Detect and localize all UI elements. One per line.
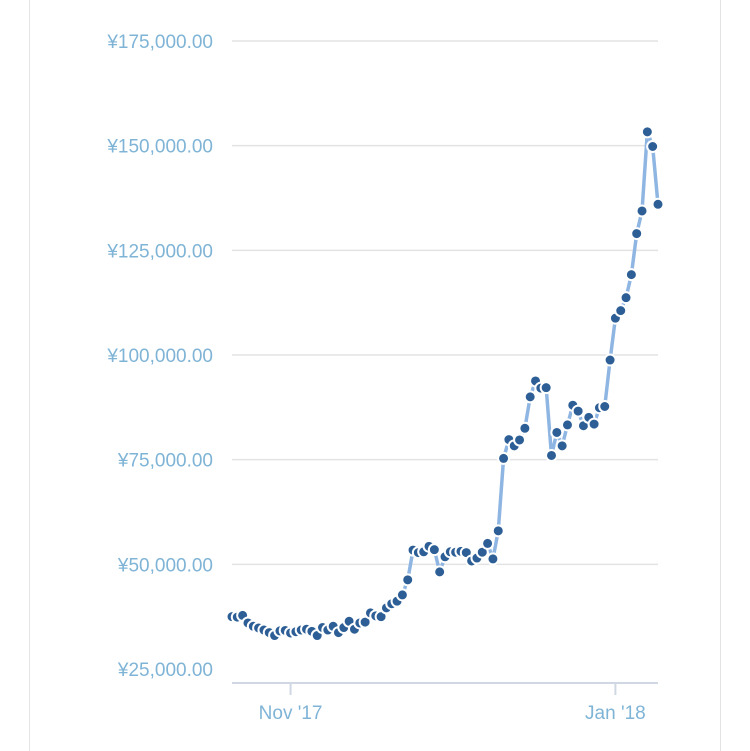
- data-point[interactable]: [427, 543, 441, 557]
- data-point[interactable]: [635, 204, 649, 218]
- data-point[interactable]: [518, 421, 532, 435]
- data-point[interactable]: [640, 125, 654, 139]
- data-point[interactable]: [587, 417, 601, 431]
- x-tick-label: Nov '17: [259, 703, 323, 724]
- data-point[interactable]: [539, 381, 553, 395]
- data-point[interactable]: [555, 439, 569, 453]
- data-point[interactable]: [401, 573, 415, 587]
- data-point[interactable]: [560, 418, 574, 432]
- x-axis-labels: Nov '17 Jan '18: [259, 683, 646, 724]
- gridlines: [232, 40, 658, 566]
- data-point[interactable]: [513, 433, 527, 447]
- data-point[interactable]: [545, 448, 558, 462]
- data-point[interactable]: [624, 268, 638, 282]
- data-point[interactable]: [486, 552, 500, 566]
- data-point[interactable]: [598, 400, 612, 413]
- data-point[interactable]: [523, 390, 537, 404]
- data-point[interactable]: [614, 304, 628, 318]
- y-tick-label: ¥175,000.00: [106, 32, 213, 53]
- data-point[interactable]: [646, 140, 660, 153]
- data-point[interactable]: [395, 588, 409, 602]
- y-tick-label: ¥75,000.00: [117, 451, 213, 472]
- data-point[interactable]: [550, 425, 564, 439]
- price-data-points: [225, 125, 665, 643]
- data-point[interactable]: [481, 536, 495, 550]
- y-tick-label: ¥100,000.00: [106, 346, 213, 367]
- data-point[interactable]: [433, 565, 447, 579]
- x-tick-label: Jan '18: [585, 703, 646, 724]
- data-point[interactable]: [651, 197, 665, 211]
- data-point[interactable]: [630, 227, 644, 241]
- data-point[interactable]: [619, 291, 633, 305]
- y-tick-label: ¥150,000.00: [106, 137, 213, 158]
- data-point[interactable]: [603, 353, 617, 367]
- data-point[interactable]: [491, 524, 505, 538]
- y-tick-label: ¥25,000.00: [117, 660, 213, 681]
- y-tick-label: ¥50,000.00: [117, 555, 213, 576]
- panel-border-left: [29, 0, 30, 751]
- y-tick-label: ¥125,000.00: [106, 241, 213, 262]
- data-point[interactable]: [571, 404, 585, 418]
- panel-border-right: [720, 0, 721, 751]
- y-axis-labels: ¥25,000.00 ¥50,000.00 ¥75,000.00 ¥100,000.0…: [106, 32, 213, 681]
- data-point[interactable]: [497, 451, 511, 465]
